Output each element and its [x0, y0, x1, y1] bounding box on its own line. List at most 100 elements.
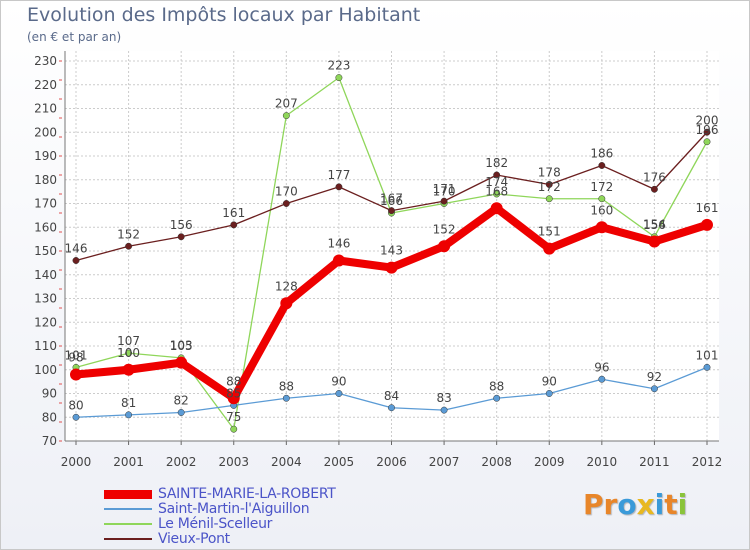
data-label-3: 152 — [117, 227, 140, 241]
data-label-0: 100 — [117, 346, 140, 360]
proxiti-logo: Proxiti — [583, 488, 687, 521]
legend-swatch-le-menil — [104, 523, 152, 525]
y-tick-label: 130 — [34, 292, 57, 306]
data-label-0: 103 — [170, 339, 193, 353]
logo-letter: o — [617, 488, 637, 521]
data-label-2: 196 — [696, 123, 719, 137]
logo-letter: t — [664, 488, 678, 521]
data-point-2 — [545, 195, 553, 203]
data-point-3 — [440, 197, 448, 205]
y-tick-label: 210 — [34, 102, 57, 116]
data-label-0: 88 — [226, 374, 241, 388]
data-point-1 — [282, 394, 290, 402]
x-tick-label: 2011 — [639, 455, 670, 469]
x-tick-label: 2010 — [587, 455, 618, 469]
data-point-0 — [280, 297, 293, 310]
data-point-3 — [72, 257, 80, 264]
data-label-3: 156 — [170, 218, 193, 232]
data-label-1: 85 — [226, 386, 241, 400]
y-tick-label: 230 — [34, 54, 57, 68]
data-label-2: 166 — [380, 194, 403, 208]
data-label-1: 83 — [436, 391, 451, 405]
data-label-2: 156 — [643, 218, 666, 232]
data-point-3 — [703, 128, 711, 136]
data-point-1 — [440, 406, 448, 414]
data-label-1: 82 — [174, 394, 189, 408]
data-point-0 — [648, 235, 661, 248]
data-label-1: 80 — [68, 398, 83, 412]
data-label-2: 174 — [485, 175, 508, 189]
y-tick-label: 90 — [42, 387, 57, 401]
data-point-1 — [388, 404, 395, 412]
x-tick-label: 2001 — [113, 455, 144, 469]
x-tick-label: 2007 — [429, 455, 460, 469]
data-label-1: 90 — [331, 375, 346, 389]
data-point-2 — [493, 190, 501, 198]
logo-letter: i — [654, 488, 665, 521]
data-label-3: 146 — [65, 242, 88, 256]
data-label-0: 168 — [485, 184, 508, 198]
data-point-3 — [230, 221, 238, 229]
legend-swatch-sainte-marie — [104, 489, 152, 499]
data-label-3: 170 — [275, 185, 298, 199]
legend-swatch-vieux-pont — [104, 538, 152, 540]
data-point-3 — [388, 207, 395, 215]
data-label-0: 161 — [696, 201, 719, 215]
data-label-3: 161 — [222, 206, 245, 220]
data-point-0 — [595, 221, 608, 234]
data-label-0: 128 — [275, 279, 298, 293]
data-point-3 — [598, 162, 606, 169]
data-point-1 — [177, 409, 185, 416]
data-label-1: 88 — [279, 379, 294, 393]
legend-label: Vieux-Pont — [158, 531, 230, 547]
data-point-0 — [701, 218, 713, 231]
data-point-0 — [70, 368, 82, 381]
data-label-2: 207 — [275, 97, 298, 111]
logo-letter: r — [603, 488, 618, 521]
data-label-0: 146 — [327, 237, 350, 251]
y-tick-label: 170 — [34, 197, 57, 211]
data-label-1: 92 — [647, 370, 662, 384]
x-tick-label: 2006 — [376, 455, 407, 469]
data-point-0 — [385, 261, 398, 274]
data-point-0 — [227, 392, 240, 405]
data-label-3: 178 — [538, 166, 561, 180]
legend-item-le-menil: Le Ménil-Scelleur — [104, 516, 272, 532]
data-label-2: 170 — [433, 185, 456, 199]
data-label-0: 160 — [590, 203, 613, 217]
data-point-3 — [335, 183, 343, 191]
x-tick-label: 2002 — [166, 455, 197, 469]
data-point-3 — [650, 185, 658, 193]
data-point-2 — [598, 195, 606, 203]
data-point-0 — [438, 240, 451, 253]
legend-swatch-saint-martin — [104, 508, 152, 510]
logo-letter: i — [677, 488, 688, 521]
logo-letter: P — [583, 488, 604, 521]
data-label-2: 75 — [226, 410, 241, 424]
data-point-0 — [490, 202, 503, 215]
legend-label: SAINTE-MARIE-LA-ROBERT — [158, 486, 336, 502]
data-label-3: 182 — [485, 156, 508, 170]
data-label-1: 90 — [542, 375, 557, 389]
data-label-2: 223 — [327, 59, 350, 73]
data-point-1 — [72, 413, 80, 421]
x-tick-label: 2003 — [218, 455, 249, 469]
data-label-3: 186 — [590, 147, 613, 161]
x-tick-label: 2000 — [61, 455, 92, 469]
y-tick-label: 160 — [34, 220, 57, 234]
data-label-3: 200 — [696, 113, 719, 127]
data-point-1 — [125, 411, 133, 419]
data-point-1 — [335, 390, 343, 397]
y-tick-label: 220 — [34, 78, 57, 92]
data-label-1: 81 — [121, 396, 136, 410]
chart-title: Evolution des Impôts locaux par Habitant — [27, 4, 421, 26]
data-label-3: 167 — [380, 192, 403, 206]
y-tick-label: 140 — [34, 268, 57, 282]
x-tick-label: 2005 — [324, 455, 355, 469]
data-point-2 — [125, 349, 133, 357]
x-tick-label: 2009 — [534, 455, 565, 469]
data-label-2: 101 — [65, 348, 88, 362]
data-label-0: 152 — [433, 222, 456, 236]
data-point-3 — [125, 242, 133, 250]
